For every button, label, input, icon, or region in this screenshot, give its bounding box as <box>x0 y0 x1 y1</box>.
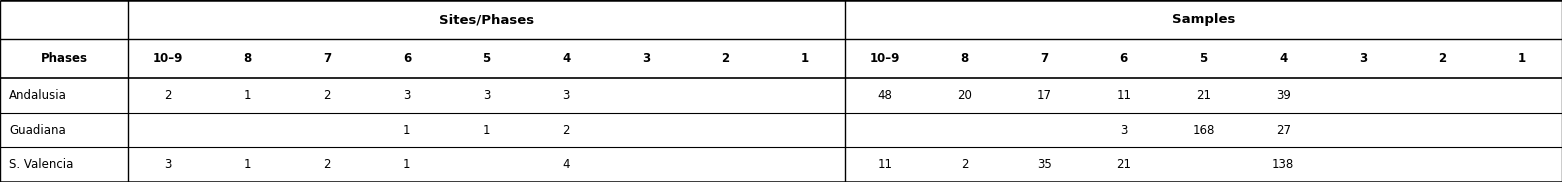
Text: 8: 8 <box>244 52 251 65</box>
Text: 4: 4 <box>562 158 570 171</box>
Text: 3: 3 <box>164 158 172 171</box>
Text: 3: 3 <box>403 89 411 102</box>
Text: 17: 17 <box>1037 89 1051 102</box>
Text: 48: 48 <box>878 89 892 102</box>
Text: 2: 2 <box>164 89 172 102</box>
Text: 4: 4 <box>562 52 570 65</box>
Text: 10–9: 10–9 <box>870 52 900 65</box>
Text: 138: 138 <box>1271 158 1295 171</box>
Text: 2: 2 <box>961 158 968 171</box>
Text: 1: 1 <box>403 158 411 171</box>
Text: 3: 3 <box>642 52 650 65</box>
Text: 20: 20 <box>958 89 972 102</box>
Text: 2: 2 <box>722 52 729 65</box>
Text: 6: 6 <box>1120 52 1128 65</box>
Text: 6: 6 <box>403 52 411 65</box>
Text: 35: 35 <box>1037 158 1051 171</box>
Text: 5: 5 <box>1200 52 1207 65</box>
Text: Andalusia: Andalusia <box>9 89 67 102</box>
Text: 1: 1 <box>244 89 251 102</box>
Text: Guadiana: Guadiana <box>9 124 66 137</box>
Text: 1: 1 <box>403 124 411 137</box>
Text: 4: 4 <box>1279 52 1287 65</box>
Text: 10–9: 10–9 <box>153 52 183 65</box>
Text: 5: 5 <box>483 52 490 65</box>
Text: 168: 168 <box>1192 124 1215 137</box>
Text: 2: 2 <box>323 89 331 102</box>
Text: 1: 1 <box>1518 52 1526 65</box>
Text: 1: 1 <box>801 52 809 65</box>
Text: 1: 1 <box>244 158 251 171</box>
Text: 3: 3 <box>483 89 490 102</box>
Text: 3: 3 <box>562 89 570 102</box>
Text: 21: 21 <box>1117 158 1131 171</box>
Text: 11: 11 <box>878 158 892 171</box>
Text: 11: 11 <box>1117 89 1131 102</box>
Text: 7: 7 <box>323 52 331 65</box>
Text: 21: 21 <box>1196 89 1211 102</box>
Text: 1: 1 <box>483 124 490 137</box>
Text: 2: 2 <box>1439 52 1446 65</box>
Text: 3: 3 <box>1120 124 1128 137</box>
Text: 2: 2 <box>323 158 331 171</box>
Text: 27: 27 <box>1276 124 1290 137</box>
Text: 8: 8 <box>961 52 968 65</box>
Text: Sites/Phases: Sites/Phases <box>439 13 534 26</box>
Text: Phases: Phases <box>41 52 87 65</box>
Text: 39: 39 <box>1276 89 1290 102</box>
Text: 3: 3 <box>1359 52 1367 65</box>
Text: 2: 2 <box>562 124 570 137</box>
Text: 7: 7 <box>1040 52 1048 65</box>
Text: S. Valencia: S. Valencia <box>9 158 73 171</box>
Text: Samples: Samples <box>1172 13 1236 26</box>
